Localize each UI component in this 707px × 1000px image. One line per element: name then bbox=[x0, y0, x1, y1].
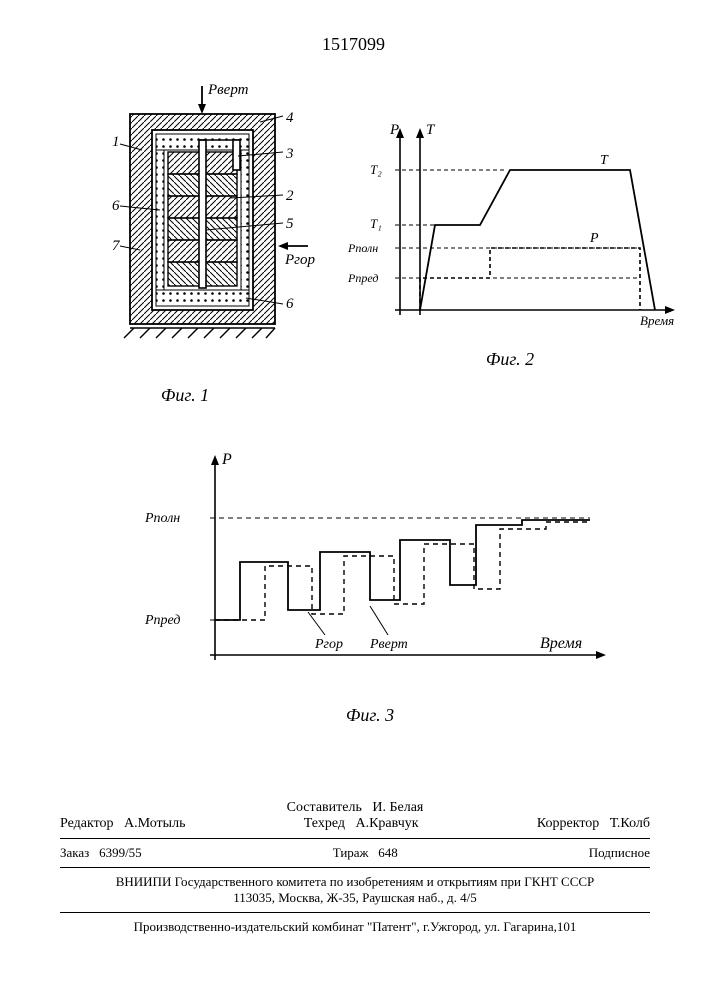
fig1-n6: 6 bbox=[112, 198, 120, 214]
fig3-svg: Р Время Рполн Рпред Ргор Рверт bbox=[120, 440, 620, 700]
fig3-caption: Фиг. 3 bbox=[120, 705, 620, 726]
fig2-t-label: Т bbox=[600, 153, 609, 168]
fig1-n1: 1 bbox=[112, 134, 120, 150]
fig1-svg: Рверт bbox=[90, 80, 310, 380]
fig1-caption: Фиг. 1 bbox=[110, 385, 260, 406]
fig2-t2: Т₂ bbox=[370, 162, 382, 177]
fig3-axis-p: Р bbox=[221, 451, 232, 468]
subscr: Подписное bbox=[589, 845, 650, 861]
compiler-label: Составитель bbox=[287, 800, 362, 815]
editor-name: А.Мотыль bbox=[124, 816, 185, 831]
fig1-block: Рверт bbox=[90, 80, 310, 406]
fig2-axis-t: Т bbox=[426, 122, 436, 138]
fig1-n4: 4 bbox=[286, 110, 294, 126]
fig3-block: Р Время Рполн Рпред Ргор Рверт Фиг. 3 bbox=[120, 440, 620, 726]
fig3-ppoln: Рполн bbox=[144, 511, 180, 526]
divider-3 bbox=[60, 912, 650, 913]
page: 1517099 Рверт bbox=[0, 0, 707, 1000]
fig2-svg: Р Т Время Т₂ Т₁ Рполн Рпред Т Р bbox=[340, 120, 680, 360]
order-num: 6399/55 bbox=[99, 845, 142, 860]
fig3-axis-x: Время bbox=[540, 635, 582, 652]
fig1-p-gor-label: Ргор bbox=[285, 252, 315, 269]
editor-label: Редактор bbox=[60, 816, 114, 831]
fig2-ppoln: Рполн bbox=[347, 241, 378, 255]
fig1-n5: 5 bbox=[286, 216, 294, 232]
credits-block: Составитель И. Белая Редактор А.Мотыль Т… bbox=[60, 800, 650, 935]
fig2-p-label: Р bbox=[589, 231, 599, 246]
org1: ВНИИПИ Государственного комитета по изоб… bbox=[60, 874, 650, 890]
fig2-axis-x: Время bbox=[640, 313, 674, 328]
fig2-ppred: Рпред bbox=[347, 271, 378, 285]
corrector-label: Корректор bbox=[537, 816, 599, 831]
fig1-p-vert-label: Рверт bbox=[207, 82, 249, 98]
fig3-pgor: Ргор bbox=[314, 637, 343, 652]
tirazh-num: 648 bbox=[378, 845, 398, 860]
techred-name: А.Кравчук bbox=[355, 816, 418, 831]
fig1-n7: 7 bbox=[112, 238, 121, 254]
fig2-axis-p: Р bbox=[389, 122, 399, 138]
patent-number: 1517099 bbox=[0, 34, 707, 55]
compiler-name: И. Белая bbox=[372, 800, 423, 815]
fig1-n6b: 6 bbox=[286, 296, 294, 312]
divider-2 bbox=[60, 867, 650, 868]
techred-label: Техред bbox=[304, 816, 345, 831]
tirazh-label: Тираж bbox=[333, 845, 369, 860]
fig2-t1: Т₁ bbox=[370, 216, 382, 231]
corrector-name: Т.Колб bbox=[610, 816, 650, 831]
org2: Производственно-издательский комбинат "П… bbox=[60, 919, 650, 935]
fig1-n2: 2 bbox=[286, 188, 294, 204]
fig1-n3: 3 bbox=[285, 146, 294, 162]
fig3-ppred: Рпред bbox=[144, 613, 181, 628]
order-label: Заказ bbox=[60, 845, 89, 860]
divider-1 bbox=[60, 838, 650, 839]
fig2-block: Р Т Время Т₂ Т₁ Рполн Рпред Т Р Фиг. 2 bbox=[340, 120, 680, 370]
org1-addr: 113035, Москва, Ж-35, Раушская наб., д. … bbox=[60, 890, 650, 906]
fig3-pvert: Рверт bbox=[369, 637, 408, 652]
